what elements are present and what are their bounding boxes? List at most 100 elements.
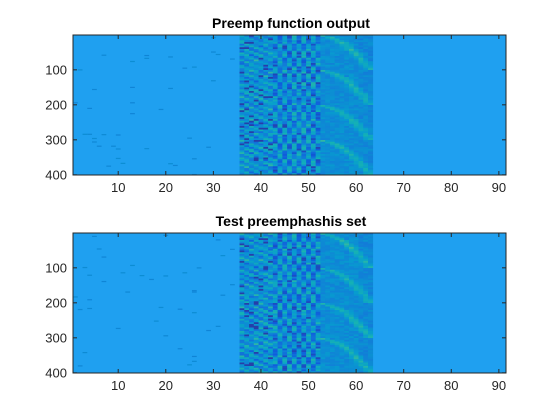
heatmap-cell bbox=[282, 98, 288, 101]
heatmap-cell bbox=[277, 143, 283, 146]
heatmap-cell bbox=[301, 332, 307, 335]
heatmap-cell bbox=[263, 64, 269, 67]
heatmap-cell bbox=[310, 234, 316, 237]
heatmap-cell bbox=[301, 250, 307, 253]
heatmap-cell bbox=[363, 352, 369, 355]
heatmap-cell bbox=[334, 353, 340, 356]
heatmap-cell bbox=[334, 275, 340, 278]
heatmap-cell bbox=[296, 243, 302, 246]
heatmap-cell bbox=[296, 57, 302, 60]
heatmap-cell bbox=[249, 85, 255, 88]
heatmap-cell bbox=[306, 315, 312, 318]
heatmap-cell bbox=[363, 234, 369, 237]
heatmap-cell bbox=[306, 280, 312, 283]
heatmap-cell bbox=[263, 94, 269, 97]
heatmap-cell bbox=[272, 70, 278, 73]
heatmap-cell bbox=[191, 158, 197, 160]
heatmap-cell bbox=[368, 338, 374, 341]
heatmap-cell bbox=[368, 133, 374, 136]
heatmap-cell bbox=[348, 297, 355, 300]
heatmap-cell bbox=[244, 243, 250, 246]
x-tick-label: 90 bbox=[492, 378, 506, 393]
heatmap-cell bbox=[320, 252, 326, 255]
heatmap-cell bbox=[320, 112, 326, 115]
heatmap-cell bbox=[287, 304, 293, 307]
heatmap-cell bbox=[334, 241, 340, 244]
heatmap-cell bbox=[268, 285, 274, 288]
heatmap-cell bbox=[272, 155, 278, 158]
heatmap-cell bbox=[263, 241, 269, 244]
heatmap-cell bbox=[268, 50, 274, 53]
heatmap-cell bbox=[334, 313, 340, 316]
heatmap-cell bbox=[339, 324, 345, 327]
heatmap-cell bbox=[277, 320, 283, 323]
heatmap-cell bbox=[296, 334, 302, 337]
heatmap-cell bbox=[244, 45, 250, 48]
heatmap-cell bbox=[320, 71, 326, 74]
heatmap-cell bbox=[306, 127, 312, 130]
heatmap-cell bbox=[291, 59, 297, 62]
heatmap-cell bbox=[268, 238, 274, 241]
heatmap-cell bbox=[334, 131, 340, 134]
heatmap-cell bbox=[320, 259, 326, 262]
heatmap-cell bbox=[244, 105, 250, 108]
heatmap-cell bbox=[291, 84, 297, 87]
heatmap-cell bbox=[296, 133, 302, 136]
heatmap-cell bbox=[258, 273, 264, 276]
heatmap-cell bbox=[310, 355, 316, 358]
heatmap-cell bbox=[296, 336, 302, 339]
heatmap-cell bbox=[239, 241, 245, 244]
heatmap-cell bbox=[244, 317, 250, 320]
heatmap-cell bbox=[268, 303, 274, 306]
heatmap-cell bbox=[282, 147, 288, 150]
heatmap-cell bbox=[244, 164, 250, 167]
heatmap-cell bbox=[334, 306, 340, 309]
heatmap-cell bbox=[368, 334, 374, 337]
heatmap-cell bbox=[253, 292, 259, 295]
heatmap-cell bbox=[268, 343, 274, 346]
heatmap-cell bbox=[348, 275, 355, 278]
heatmap-cell bbox=[301, 247, 307, 250]
heatmap-cell bbox=[315, 259, 321, 262]
heatmap-cell bbox=[329, 355, 336, 358]
heatmap-cell bbox=[339, 101, 345, 104]
heatmap-cell bbox=[263, 152, 269, 155]
heatmap-cell bbox=[306, 327, 312, 330]
heatmap-cell bbox=[272, 334, 278, 337]
heatmap-cell bbox=[263, 43, 269, 46]
heatmap-cell bbox=[296, 255, 302, 258]
heatmap-cell bbox=[291, 40, 297, 43]
heatmap-cell bbox=[263, 364, 269, 367]
heatmap-cell bbox=[353, 105, 359, 108]
heatmap-cell bbox=[272, 52, 278, 55]
heatmap-cell bbox=[329, 87, 336, 90]
heatmap-cell bbox=[268, 161, 274, 164]
heatmap-cell bbox=[353, 147, 359, 150]
heatmap-cell bbox=[329, 257, 336, 260]
heatmap-cell bbox=[282, 299, 288, 302]
heatmap-cell bbox=[344, 332, 350, 335]
heatmap-cell bbox=[272, 49, 278, 52]
heatmap-cell bbox=[301, 327, 307, 330]
heatmap-cell bbox=[310, 245, 316, 248]
heatmap-cell bbox=[272, 99, 278, 102]
heatmap-cell bbox=[249, 325, 255, 328]
heatmap-cell bbox=[287, 257, 293, 260]
heatmap-cell bbox=[320, 310, 326, 313]
heatmap-cell bbox=[348, 94, 355, 97]
heatmap-cell bbox=[315, 364, 321, 367]
heatmap-cell bbox=[363, 364, 369, 367]
heatmap-cell bbox=[334, 350, 340, 353]
heatmap-cell bbox=[344, 68, 350, 71]
heatmap-cell bbox=[120, 162, 126, 164]
heatmap-cell bbox=[206, 329, 211, 332]
heatmap-cell bbox=[301, 240, 307, 243]
heatmap-cell bbox=[325, 371, 331, 374]
heatmap-cell bbox=[277, 364, 283, 367]
heatmap-cell bbox=[339, 50, 345, 53]
heatmap-cell bbox=[315, 94, 321, 97]
heatmap-cell bbox=[296, 271, 302, 274]
heatmap-cell bbox=[277, 71, 283, 74]
heatmap-cell bbox=[363, 320, 369, 323]
heatmap-cell bbox=[244, 310, 250, 313]
